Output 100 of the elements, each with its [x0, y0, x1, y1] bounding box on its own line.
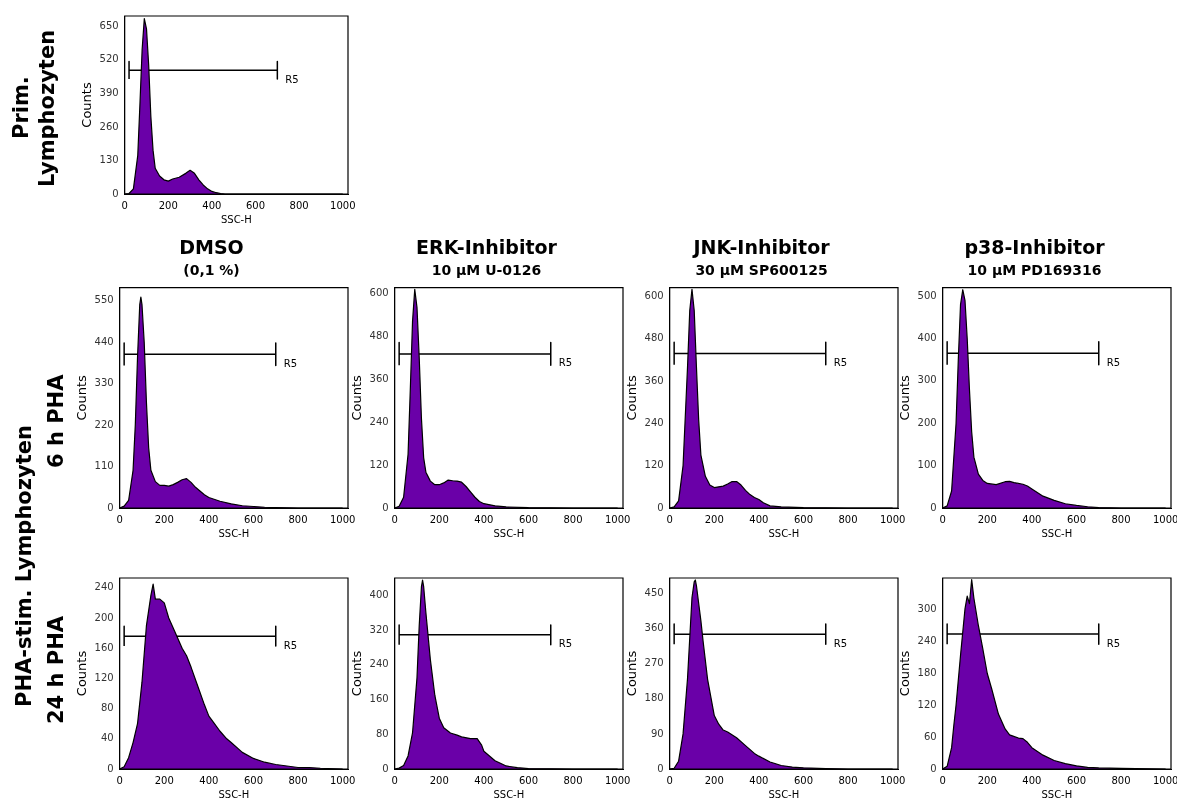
x-tick-label: 600 — [245, 199, 266, 211]
text: Prim. Lymphozyten — [7, 28, 60, 189]
y-tick-label: 360 — [644, 374, 664, 386]
y-tick-label: 360 — [369, 372, 389, 384]
y-tick-label: 130 — [99, 154, 119, 166]
x-tick-label: 800 — [289, 199, 309, 211]
x-tick-label: 0 — [121, 199, 128, 211]
x-tick-label: 200 — [977, 774, 997, 786]
x-axis-title: SSC-H — [218, 527, 250, 539]
y-tick-label: 180 — [917, 666, 937, 678]
y-tick-label: 120 — [94, 672, 114, 683]
y-tick-label: 40 — [100, 732, 114, 744]
y-tick-label: 450 — [644, 587, 664, 599]
x-tick-label: 200 — [154, 774, 174, 786]
x-tick-label: 0 — [666, 513, 673, 525]
y-tick-label: 200 — [94, 611, 114, 623]
x-tick-label: 400 — [749, 513, 769, 525]
y-tick-label: 650 — [99, 19, 119, 31]
y-tick-label: 100 — [917, 459, 937, 471]
y-tick-label: 240 — [94, 581, 114, 593]
x-tick-label: 1000 — [604, 774, 631, 786]
y-tick-label: 300 — [917, 602, 937, 614]
y-tick-label: 260 — [99, 120, 119, 132]
y-tick-label: 80 — [375, 727, 389, 739]
x-tick-label: 600 — [243, 513, 264, 525]
chart-subtitle: (0,1 %) — [183, 261, 240, 278]
x-tick-label: 1000 — [1152, 774, 1177, 786]
y-tick-label: 0 — [382, 501, 389, 513]
chart-subtitle: 10 µM U-0126 — [431, 261, 542, 278]
x-tick-label: 1000 — [329, 774, 356, 786]
x-tick-label: 800 — [1111, 513, 1131, 525]
y-tick-label: 80 — [100, 702, 114, 714]
chart-subtitle: 10 µM PD169316 — [967, 261, 1102, 278]
series-label: R5 — [285, 73, 299, 85]
y-tick-label: 0 — [657, 501, 664, 513]
y-tick-label: 0 — [930, 762, 937, 774]
y-tick-label: 400 — [917, 332, 937, 344]
y-axis-title: Counts — [624, 650, 640, 697]
y-tick-label: 90 — [650, 727, 664, 739]
y-tick-label: 240 — [369, 658, 389, 670]
x-tick-label: 0 — [666, 774, 673, 786]
y-tick-label: 0 — [107, 501, 114, 513]
x-tick-label: 400 — [199, 513, 219, 525]
x-tick-label: 600 — [793, 513, 814, 525]
x-tick-label: 800 — [563, 513, 583, 525]
x-tick-label: 800 — [838, 513, 858, 525]
y-tick-label: 550 — [94, 294, 114, 306]
x-tick-label: 200 — [704, 513, 724, 525]
series-label: R5 — [1106, 637, 1121, 649]
y-tick-label: 480 — [644, 332, 664, 344]
x-axis-title: SSC-H — [493, 788, 525, 800]
y-tick-label: 480 — [369, 329, 389, 341]
x-tick-label: 200 — [977, 513, 997, 525]
y-axis-title: Counts — [349, 374, 365, 421]
y-tick-label: 120 — [917, 698, 937, 710]
x-axis-title: SSC-H — [768, 788, 800, 800]
x-tick-label: 800 — [838, 774, 858, 786]
y-tick-label: 270 — [644, 657, 664, 669]
y-axis-title: Counts — [897, 650, 913, 697]
x-tick-label: 200 — [154, 513, 174, 525]
text: PHA-stim. Lymphozyten — [10, 424, 37, 709]
x-tick-label: 400 — [202, 199, 222, 211]
text: 6 h PHA — [42, 373, 69, 470]
chart-title: JNK-Inhibitor — [691, 236, 831, 259]
y-tick-label: 0 — [930, 501, 937, 513]
y-tick-label: 0 — [107, 762, 114, 774]
x-tick-label: 400 — [749, 774, 769, 786]
y-tick-label: 200 — [917, 416, 937, 428]
x-axis-title: SSC-H — [220, 213, 252, 225]
y-tick-label: 320 — [369, 623, 389, 635]
y-axis-title: Counts — [897, 374, 913, 421]
y-tick-label: 0 — [112, 187, 119, 199]
y-tick-label: 360 — [644, 622, 664, 634]
x-tick-label: 200 — [429, 774, 449, 786]
x-axis-title: SSC-H — [1041, 788, 1073, 800]
y-tick-label: 300 — [917, 374, 937, 386]
y-tick-label: 500 — [917, 289, 937, 301]
x-tick-label: 800 — [288, 774, 308, 786]
y-tick-label: 520 — [99, 53, 119, 65]
y-axis-title: Counts — [74, 374, 90, 421]
y-tick-label: 600 — [369, 286, 389, 298]
series-label: R5 — [1106, 356, 1121, 368]
y-tick-label: 440 — [94, 335, 114, 347]
x-tick-label: 600 — [518, 774, 539, 786]
y-tick-label: 120 — [369, 458, 389, 470]
y-tick-label: 240 — [369, 415, 389, 427]
x-tick-label: 600 — [518, 513, 539, 525]
y-axis-title: Counts — [79, 82, 95, 128]
x-axis-title: SSC-H — [1041, 527, 1073, 539]
x-tick-label: 400 — [474, 513, 494, 525]
x-axis-title: SSC-H — [218, 788, 250, 800]
x-tick-label: 800 — [288, 513, 308, 525]
y-tick-label: 60 — [923, 730, 937, 742]
y-tick-label: 160 — [94, 641, 114, 653]
x-tick-label: 1000 — [1152, 513, 1177, 525]
x-tick-label: 0 — [391, 774, 398, 786]
x-tick-label: 800 — [563, 774, 583, 786]
series-label: R5 — [283, 357, 298, 369]
x-tick-label: 1000 — [329, 513, 356, 525]
chart-title: p38-Inhibitor — [964, 236, 1106, 259]
